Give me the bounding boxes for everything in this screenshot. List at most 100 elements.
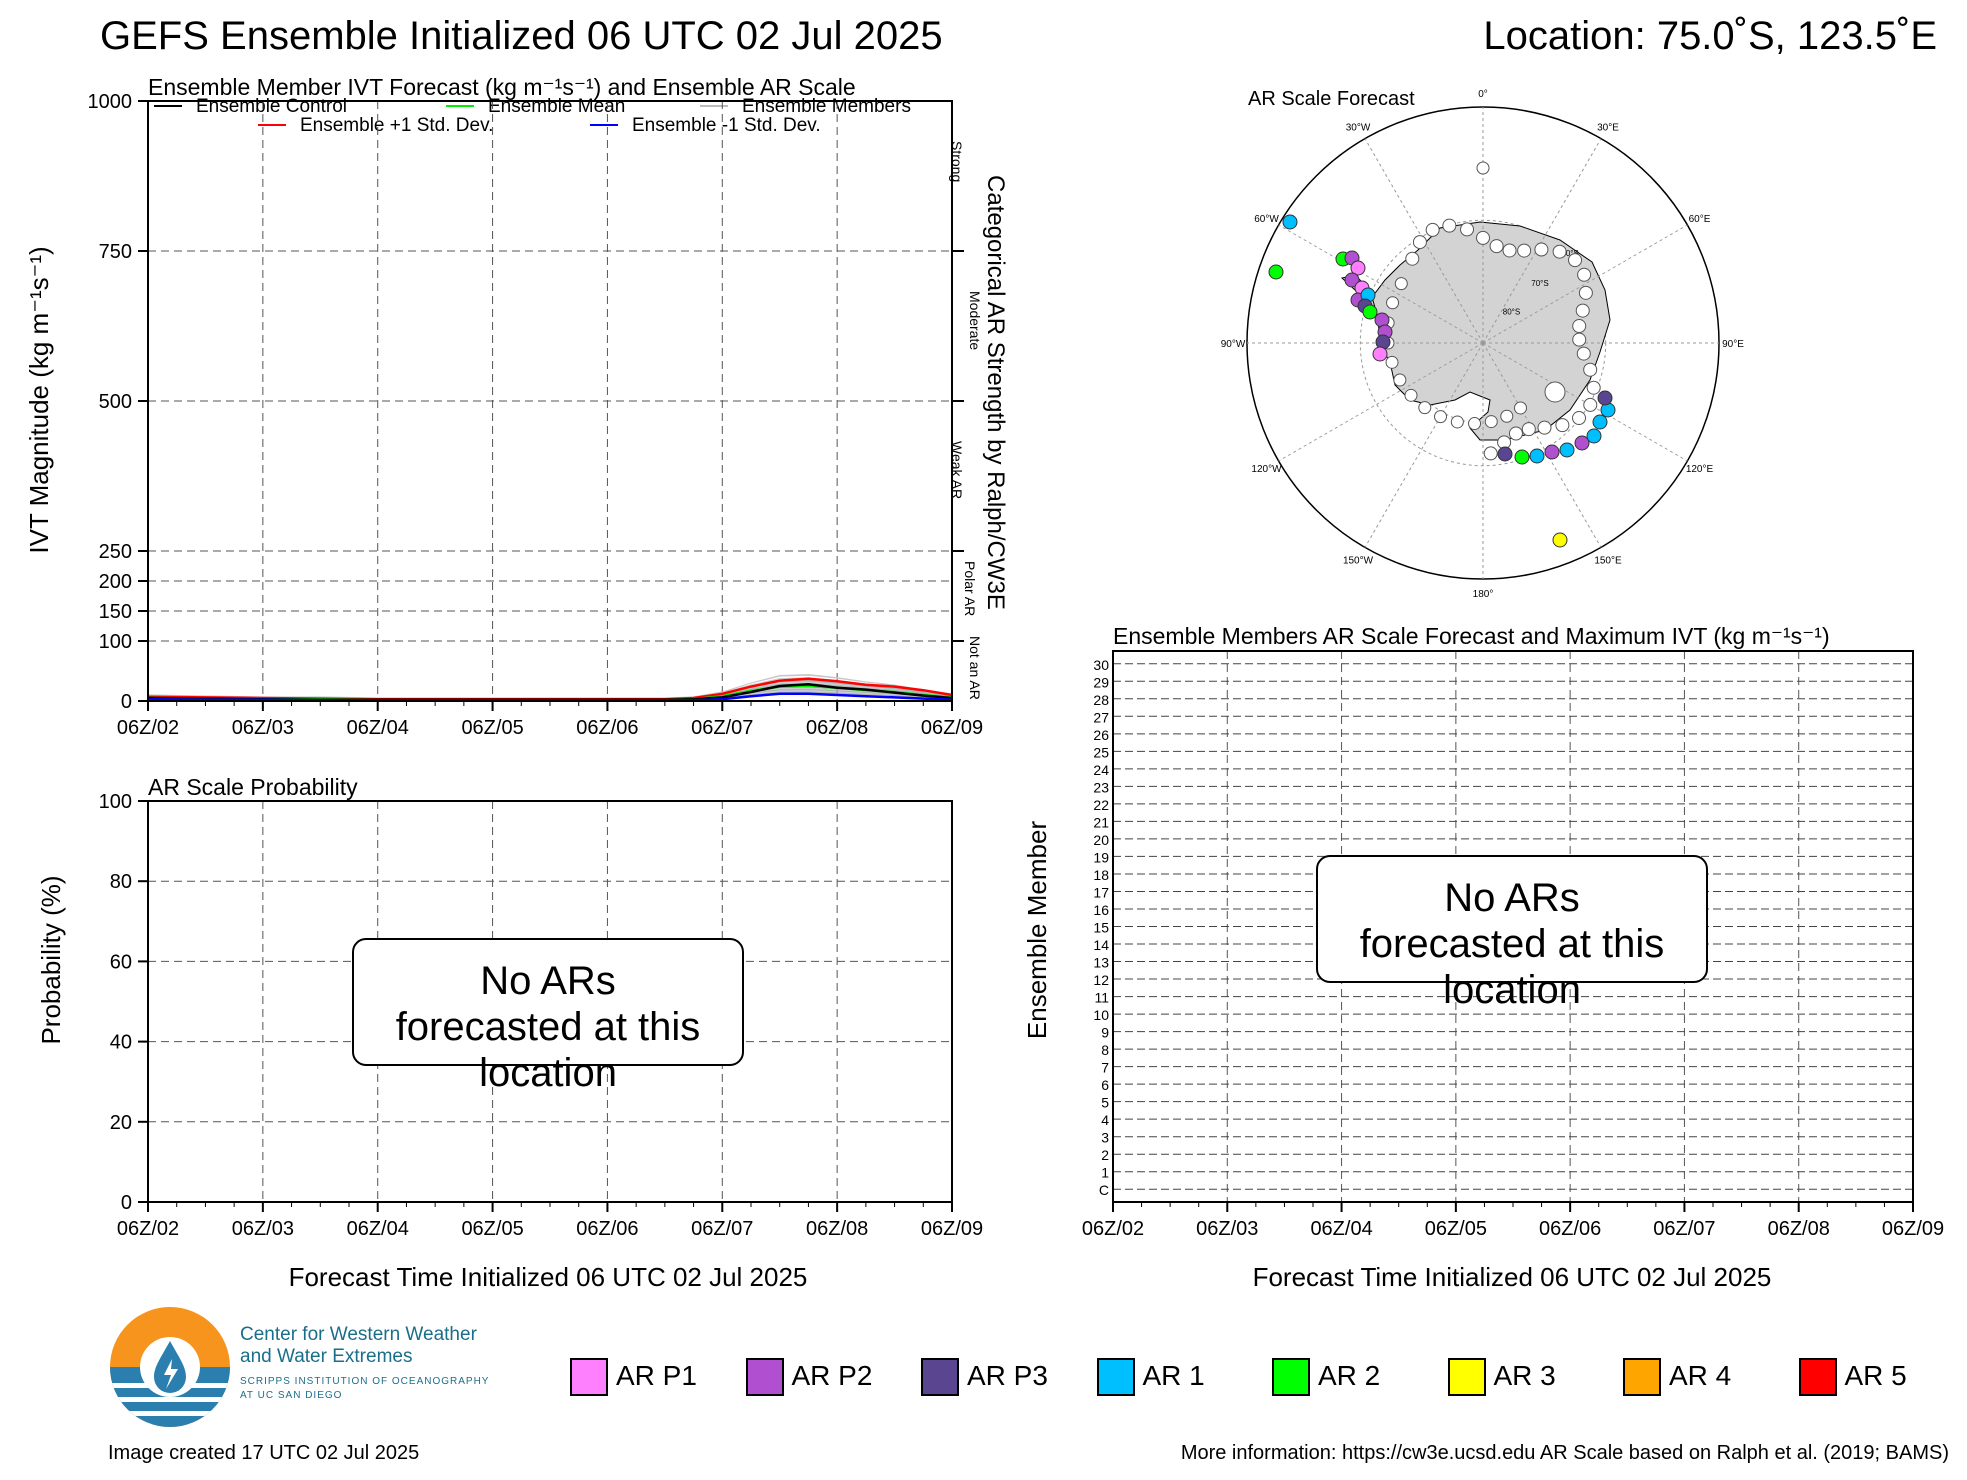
map-lon-label: 60°E xyxy=(1689,214,1711,225)
prob-x-tick-label: 06Z/08 xyxy=(806,1218,868,1240)
legend-swatch-ar-4 xyxy=(1623,1358,1661,1396)
map-point-none xyxy=(1577,267,1592,282)
map-point-none xyxy=(1394,277,1408,291)
map-point-none xyxy=(1404,388,1418,402)
members-y-axis-label: Ensemble Member xyxy=(1022,821,1052,1040)
map-point-none xyxy=(1381,336,1395,350)
map-point-ar xyxy=(1592,414,1608,430)
map-point-none xyxy=(1484,415,1498,429)
map-meridian xyxy=(1364,138,1484,344)
legend-swatch-ar-2 xyxy=(1272,1358,1310,1396)
map-point-ar xyxy=(1597,390,1613,406)
map-meridian xyxy=(1482,138,1602,344)
series-line-3 xyxy=(147,692,953,702)
cw3e-logo-icon xyxy=(110,1307,230,1427)
map-lat-label: 60°S xyxy=(1561,249,1578,258)
series-line-1 xyxy=(147,684,953,702)
map-lon-label: 120°W xyxy=(1251,464,1282,475)
legend-label-4: Ensemble -1 Std. Dev. xyxy=(632,115,821,136)
map-meridian xyxy=(1482,342,1688,462)
ar-category-label: Strong xyxy=(949,141,965,182)
map-point-none xyxy=(1489,239,1504,254)
prob-y-tick-label: 100 xyxy=(99,791,132,813)
org-name-line4: AT UC SAN DIEGO xyxy=(240,1390,343,1401)
member-row-label: 30 xyxy=(1093,657,1109,673)
ivt-x-tick-label: 06Z/05 xyxy=(461,717,523,739)
map-point-none xyxy=(1583,397,1598,412)
member-row-label: 9 xyxy=(1101,1025,1109,1041)
legend-label-ar-p2: AR P2 xyxy=(791,1360,873,1391)
ivt-y-tick-label: 0 xyxy=(121,691,132,713)
map-lat-circle xyxy=(1359,219,1607,467)
map-point-ar xyxy=(1344,250,1360,266)
map-meridian xyxy=(1482,342,1602,548)
member-row-label: 13 xyxy=(1093,955,1109,971)
ivt-x-tick-label: 06Z/07 xyxy=(691,717,753,739)
ivt-y-tick-label: 1000 xyxy=(88,91,133,113)
series-line-0 xyxy=(147,677,953,701)
map-point-none xyxy=(1583,362,1598,377)
member-row-label: 6 xyxy=(1101,1077,1109,1093)
member-row-label: 19 xyxy=(1093,849,1109,865)
map-meridian xyxy=(1482,224,1688,344)
legend-swatch-ar-3 xyxy=(1447,1358,1486,1396)
member-row-label: 22 xyxy=(1093,797,1109,813)
ensemble-member-line xyxy=(147,680,953,699)
map-point-ar xyxy=(1354,280,1370,296)
map-lon-label: 150°E xyxy=(1594,556,1622,567)
map-point-ar xyxy=(1374,312,1390,328)
map-point-none xyxy=(1555,418,1570,433)
map-boundary xyxy=(1246,106,1720,580)
member-row-label: 5 xyxy=(1101,1095,1109,1111)
image-created-text: Image created 17 UTC 02 Jul 2025 xyxy=(108,1442,420,1464)
prob-x-tick-label: 06Z/09 xyxy=(921,1218,983,1240)
ivt-y-tick-label: 150 xyxy=(99,601,132,623)
map-point-none xyxy=(1418,401,1432,415)
ivt-x-tick-label: 06Z/09 xyxy=(921,717,983,739)
map-lon-label: 30°W xyxy=(1346,122,1371,133)
legend-label-2: Ensemble Members xyxy=(742,96,911,117)
ensemble-member-line xyxy=(147,688,953,701)
map-lon-label: 150°W xyxy=(1343,556,1374,567)
ivt-y-axis-label: IVT Magnitude (kg m⁻¹s⁻¹) xyxy=(24,246,54,553)
member-row-label: 21 xyxy=(1093,814,1109,830)
map-point-none xyxy=(1552,244,1567,259)
prob-x-tick-label: 06Z/03 xyxy=(232,1218,294,1240)
map-point-none xyxy=(1393,373,1407,387)
prob-x-tick-label: 06Z/07 xyxy=(691,1218,753,1240)
member-row-label: C xyxy=(1099,1182,1109,1198)
map-point-ar xyxy=(1360,287,1376,303)
ivt-x-tick-label: 06Z/04 xyxy=(347,717,409,739)
ivt-x-tick-label: 06Z/06 xyxy=(576,717,638,739)
map-point-ar xyxy=(1377,324,1393,340)
ivt-y-tick-label: 500 xyxy=(99,391,132,413)
members-x-tick-label: 06Z/06 xyxy=(1539,1218,1601,1240)
map-point-none xyxy=(1521,422,1536,437)
member-row-label: 23 xyxy=(1093,779,1109,795)
prob-chart-title: AR Scale Probability xyxy=(148,774,358,800)
more-info-text: More information: https://cw3e.ucsd.edu … xyxy=(1180,1442,1949,1464)
map-point-ar xyxy=(1544,444,1560,460)
ivt-x-tick-label: 06Z/08 xyxy=(806,717,868,739)
map-point-none xyxy=(1568,253,1583,268)
ivt-x-tick-label: 06Z/03 xyxy=(232,717,294,739)
map-point-none xyxy=(1468,417,1482,431)
map-point-none xyxy=(1578,285,1593,300)
member-row-label: 12 xyxy=(1093,972,1109,988)
map-point-ar xyxy=(1574,435,1590,451)
legend-label-ar-p3: AR P3 xyxy=(967,1360,1048,1391)
map-point-ar xyxy=(1497,446,1513,462)
member-row-label: 18 xyxy=(1093,867,1109,883)
map-point-none xyxy=(1576,346,1591,361)
map-lat-circle xyxy=(1442,302,1524,384)
map-point-ar xyxy=(1372,346,1388,362)
map-point-none xyxy=(1483,446,1498,461)
legend-label-ar-3: AR 3 xyxy=(1493,1360,1556,1391)
map-point-ar xyxy=(1600,402,1616,418)
map-point-none xyxy=(1425,222,1440,237)
map-point-none xyxy=(1476,230,1490,245)
legend-label-ar-4: AR 4 xyxy=(1669,1360,1732,1391)
map-point-ar xyxy=(1350,292,1366,308)
legend-label-ar-5: AR 5 xyxy=(1844,1360,1907,1391)
